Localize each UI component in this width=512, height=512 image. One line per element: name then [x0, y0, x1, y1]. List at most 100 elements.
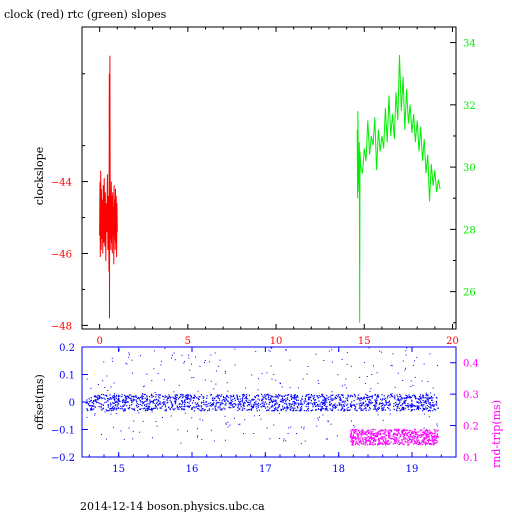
offset-point [430, 392, 431, 394]
rtt-point [374, 443, 376, 445]
rtt-point [425, 437, 427, 439]
rtt-point [368, 443, 370, 445]
offset-point [121, 407, 123, 409]
offset-point [271, 399, 273, 401]
rtt-point [384, 438, 386, 440]
rtt-point [393, 434, 395, 436]
offset-point [382, 419, 384, 421]
offset-point [415, 397, 417, 399]
offset-point [248, 404, 250, 406]
rtt-point [388, 437, 390, 439]
offset-point [427, 400, 429, 402]
offset-point [336, 404, 338, 406]
offset-point [316, 405, 318, 407]
offset-point [200, 402, 202, 404]
offset-point [319, 403, 321, 405]
rtt-point [384, 430, 386, 432]
offset-point [422, 410, 424, 412]
offset-point [203, 402, 205, 404]
offset-point [321, 403, 324, 405]
offset-point [242, 393, 245, 395]
offset-point [327, 409, 329, 412]
offset-point [212, 404, 214, 406]
offset-point [365, 409, 367, 411]
rtt-point [384, 434, 386, 436]
rtt-point [427, 441, 429, 443]
offset-point [364, 405, 366, 407]
offset-point [350, 394, 352, 397]
offset-point [401, 397, 403, 399]
offset-point [218, 397, 220, 399]
rtt-point [423, 440, 425, 442]
offset-point [363, 408, 365, 410]
offset-point [158, 403, 160, 405]
rtt-point [362, 437, 364, 439]
offset-point [160, 407, 162, 409]
offset-point [280, 409, 282, 411]
rtt-point [386, 443, 388, 445]
offset-point [304, 397, 306, 399]
bottom-chart: 15 16 17 18 19 −0.2−0.100.10.2 0.10.20.30.4 … [33, 343, 503, 475]
offset-point [171, 406, 173, 408]
rtt-point [415, 432, 417, 434]
offset-point [324, 403, 326, 405]
rtt-point [392, 443, 394, 445]
offset-point [362, 404, 364, 406]
offset-point [150, 393, 153, 395]
rtt-point [379, 433, 381, 436]
offset-point [269, 394, 271, 396]
offset-point [293, 405, 295, 407]
rtt-point [397, 429, 399, 431]
offset-point [156, 425, 158, 427]
offset-point [405, 404, 407, 406]
offset-point [186, 398, 188, 400]
offset-point [381, 399, 383, 401]
rtt-point [409, 434, 411, 436]
rtt-point [379, 441, 381, 443]
offset-point [429, 409, 431, 411]
rtt-point [430, 434, 432, 436]
offset-point [405, 354, 407, 356]
offset-point [222, 403, 224, 405]
offset-point [118, 399, 120, 401]
offset-point [394, 404, 397, 407]
rtt-point [385, 444, 387, 446]
offset-point [181, 406, 183, 408]
offset-point [151, 409, 153, 411]
rtt-point [403, 428, 405, 430]
offset-point [380, 405, 382, 407]
offset-point [380, 402, 382, 405]
offset-point [367, 403, 369, 406]
offset-point [294, 395, 296, 397]
offset-point [311, 403, 313, 405]
offset-point [379, 403, 381, 405]
rtt-point [388, 435, 390, 437]
rtt-point [403, 444, 405, 446]
rtt-point [359, 437, 361, 439]
rtt-point [416, 439, 418, 441]
offset-point [238, 403, 240, 405]
offset-point [315, 353, 317, 355]
offset-point [190, 397, 192, 399]
offset-point [247, 401, 249, 403]
offset-point [112, 397, 114, 399]
offset-point [370, 403, 372, 405]
offset-point [131, 402, 133, 404]
offset-point [298, 399, 299, 401]
offset-point [142, 408, 144, 410]
offset-point [368, 398, 371, 401]
rtt-point [356, 437, 358, 440]
rtt-point [426, 434, 428, 437]
offset-point [88, 401, 90, 403]
rtt-point [390, 429, 392, 431]
rtt-point [392, 435, 394, 437]
offset-point [277, 409, 279, 411]
offset-point [300, 402, 302, 404]
offset-point [387, 395, 389, 397]
offset-point [141, 397, 143, 399]
offset-point [131, 359, 133, 361]
offset-point [238, 400, 240, 402]
offset-point [382, 408, 385, 410]
offset-point [403, 408, 405, 410]
offset-point [233, 417, 235, 419]
